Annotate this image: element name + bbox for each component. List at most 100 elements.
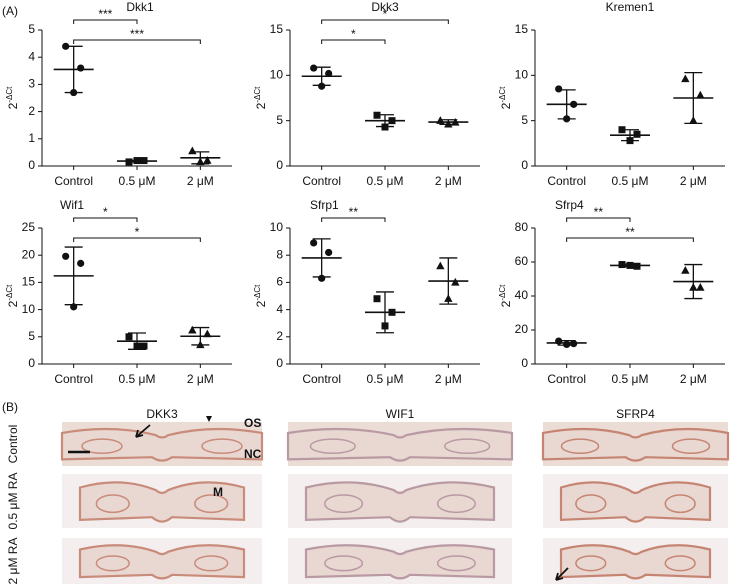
data-point	[626, 137, 634, 145]
y-axis-label-sup: -ΔCt	[498, 86, 507, 103]
data-point	[140, 342, 148, 350]
data-point	[681, 74, 690, 83]
y-tick-label: 20	[22, 247, 36, 261]
tissue-fold	[575, 555, 607, 572]
x-tick-label: Control	[54, 174, 93, 188]
data-point	[62, 252, 70, 260]
significance-label: **	[625, 225, 635, 239]
data-point	[436, 261, 445, 270]
y-axis-label-sup: -ΔCt	[498, 284, 507, 301]
data-point	[563, 115, 571, 123]
data-point	[451, 117, 460, 126]
y-tick-label: 4	[28, 49, 35, 63]
significance-bracket	[73, 39, 201, 44]
tissue-fold	[664, 555, 696, 572]
data-point	[555, 85, 563, 93]
tissue-fold	[95, 494, 130, 514]
data-point	[555, 337, 563, 345]
chart-title: Wif1	[60, 198, 84, 212]
y-tick-label: 2	[28, 104, 35, 118]
y-axis-label-base: 2	[499, 102, 513, 109]
y-tick-label: 15	[22, 275, 36, 289]
y-axis-label-base: 2	[6, 102, 20, 109]
x-tick-label: 2 μM	[680, 372, 707, 386]
y-tick-label: 40	[515, 288, 529, 302]
y-axis-label: 2-ΔCt	[498, 86, 513, 109]
data-point	[633, 262, 641, 270]
data-point	[451, 277, 460, 286]
data-point	[196, 340, 205, 349]
y-axis-label-sup: -ΔCt	[5, 86, 14, 103]
tissue-fold	[444, 438, 491, 454]
image-annotation: NC	[244, 447, 262, 461]
data-point	[318, 274, 326, 282]
column-title: SFRP4	[616, 407, 655, 421]
y-tick-label: 0	[28, 158, 35, 172]
significance-bracket	[73, 217, 138, 222]
data-point	[196, 157, 205, 166]
y-axis-label: 2-ΔCt	[5, 86, 20, 109]
significance-label: **	[349, 205, 359, 219]
data-point	[444, 119, 453, 128]
x-tick-label: Control	[547, 174, 586, 188]
x-tick-label: Control	[302, 174, 341, 188]
y-tick-label: 0	[521, 158, 528, 172]
panel-label: (B)	[2, 400, 18, 414]
data-point	[140, 157, 148, 165]
x-tick-label: 2 μM	[187, 372, 214, 386]
significance-bracket	[321, 19, 449, 24]
data-point	[696, 283, 705, 291]
data-point	[133, 342, 141, 350]
data-point	[618, 126, 626, 134]
data-point	[77, 64, 85, 72]
chart-title: Dkk1	[126, 0, 154, 14]
data-point	[310, 64, 318, 72]
data-point	[381, 322, 389, 330]
y-axis-label-base: 2	[254, 300, 268, 307]
data-point	[689, 283, 698, 291]
y-tick-label: 10	[270, 220, 284, 234]
chart-title: Sfrp1	[310, 198, 339, 212]
data-point	[388, 117, 396, 125]
y-tick-label: 5	[28, 329, 35, 343]
arrow	[555, 567, 569, 581]
data-point	[696, 90, 705, 99]
data-point	[77, 259, 85, 267]
significance-label: *	[383, 7, 388, 21]
significance-bracket	[73, 237, 201, 242]
y-tick-label: 0	[276, 356, 283, 370]
y-tick-label: 20	[515, 322, 529, 336]
y-axis-label: 2-ΔCt	[498, 284, 513, 307]
x-tick-label: 2 μM	[435, 174, 462, 188]
chart-title: Kremen1	[606, 0, 655, 14]
y-axis-label-base: 2	[254, 102, 268, 109]
y-tick-label: 0	[28, 356, 35, 370]
data-point	[310, 239, 318, 247]
significance-bracket	[73, 19, 138, 24]
data-point	[125, 158, 133, 166]
tissue-fold	[324, 494, 364, 514]
data-point	[62, 42, 70, 50]
data-point	[188, 325, 197, 334]
significance-bracket	[566, 237, 694, 242]
chart-title: Sfrp4	[555, 198, 584, 212]
significance-label: ***	[98, 7, 112, 21]
significance-bracket	[321, 39, 386, 44]
tissue-fold	[664, 494, 696, 514]
significance-label: *	[103, 205, 108, 219]
panel-label: (A)	[2, 4, 18, 18]
x-tick-label: 2 μM	[680, 174, 707, 188]
x-tick-label: 0.5 μM	[367, 372, 404, 386]
y-axis-label-base: 2	[6, 300, 20, 307]
data-point	[325, 248, 333, 257]
row-label: Control	[6, 425, 20, 464]
tissue-fold	[324, 555, 364, 572]
data-point	[203, 329, 212, 338]
data-point	[570, 100, 578, 108]
data-point	[563, 340, 571, 349]
data-point	[133, 157, 141, 165]
chart-title: Dkk3	[371, 0, 399, 14]
arrow	[135, 424, 151, 438]
y-axis-label-sup: -ΔCt	[5, 284, 14, 301]
